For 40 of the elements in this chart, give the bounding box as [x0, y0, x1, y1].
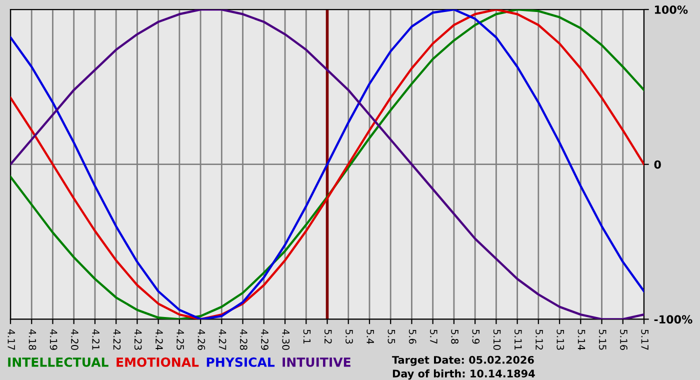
y-tick-label: 100% [654, 5, 688, 14]
y-tick-label: -100% [654, 315, 692, 324]
x-tick-label: 5.8 [451, 330, 458, 344]
x-tick-label: 5.6 [408, 330, 416, 344]
text: PHYSICAL [206, 357, 275, 367]
x-tick-label: 4.17 [8, 329, 15, 350]
x-tick-label: 4.19 [50, 329, 58, 350]
x-tick-label: 5.11 [514, 330, 522, 350]
x-tick-label: 5.16 [620, 330, 628, 350]
x-tick-label: 4.18 [28, 329, 36, 350]
x-tick-label: 4.30 [282, 329, 290, 350]
text: INTELLECTUAL [8, 357, 108, 367]
x-tick-label: 5.14 [578, 330, 586, 350]
x-tick-label: 5.12 [536, 330, 543, 350]
x-tick-label: 4.27 [218, 329, 226, 350]
x-tick-label: 5.15 [598, 330, 606, 350]
x-tick-label: 5.4 [366, 330, 374, 344]
x-tick-label: 5.7 [430, 330, 438, 344]
x-tick-label: 5.13 [556, 330, 564, 350]
x-tick-label: 5.17 [641, 330, 648, 350]
x-tick-label: 4.20 [71, 329, 78, 350]
x-tick-label: 4.25 [176, 329, 184, 350]
x-tick-label: 4.22 [113, 329, 121, 350]
text: EMOTIONAL [116, 357, 199, 367]
x-tick-label: 5.10 [493, 330, 501, 350]
x-tick-label: 4.28 [240, 329, 248, 350]
x-tick-label: 4.26 [198, 329, 206, 350]
x-tick-label: 4.29 [261, 329, 268, 350]
text: Day of birth: 10.14.1894 [392, 369, 535, 380]
x-tick-label: 5.3 [346, 330, 353, 344]
x-tick-label: 5.5 [388, 330, 396, 344]
text: Target Date: 05.02.2026 [392, 356, 534, 366]
x-tick-label: 5.1 [303, 330, 311, 344]
text: INTUITIVE [282, 358, 350, 367]
x-tick-label: 4.21 [92, 329, 100, 350]
x-tick-label: 5.9 [472, 330, 480, 344]
y-tick-label: 0 [654, 160, 661, 169]
x-tick-label: 4.23 [134, 329, 142, 350]
x-tick-label: 4.24 [156, 329, 163, 350]
x-tick-label: 5.2 [324, 330, 332, 344]
